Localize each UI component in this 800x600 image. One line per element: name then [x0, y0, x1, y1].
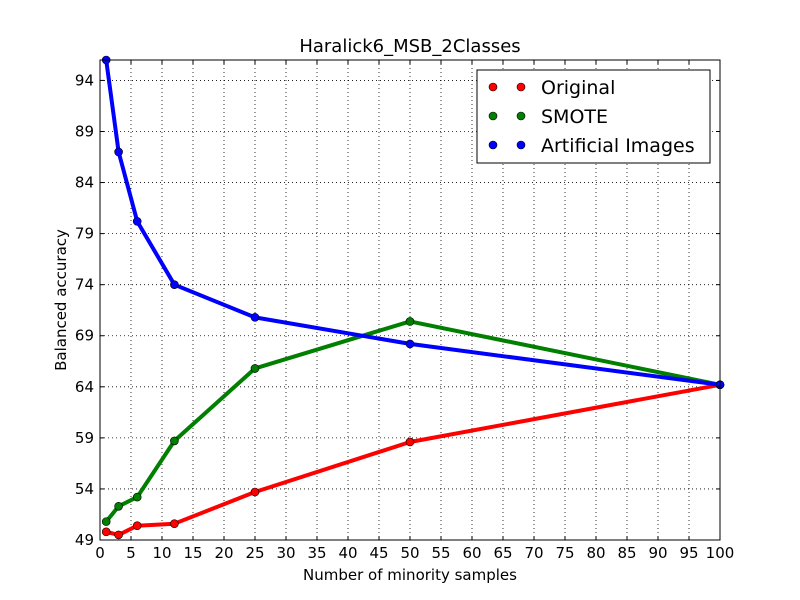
x-tick-label: 90 — [648, 544, 667, 562]
data-point-artificial-images — [170, 280, 179, 289]
data-point-smote — [405, 317, 415, 326]
x-tick-label: 70 — [524, 544, 543, 562]
x-tick-label: 35 — [307, 544, 326, 562]
y-axis-label: Balanced accuracy — [52, 229, 70, 371]
x-tick-label: 65 — [493, 544, 512, 562]
x-tick-label: 5 — [126, 544, 136, 562]
x-tick-label: 75 — [555, 544, 574, 562]
legend-label-smote: SMOTE — [541, 106, 608, 128]
legend-marker-artificial-images — [516, 140, 526, 150]
data-point-artificial-images — [114, 147, 123, 157]
data-point-original — [132, 521, 142, 531]
data-point-artificial-images — [132, 217, 142, 226]
x-tick-label: 50 — [400, 544, 419, 562]
x-tick-label: 85 — [617, 544, 636, 562]
x-tick-label: 100 — [706, 544, 735, 562]
x-tick-label: 25 — [245, 544, 264, 562]
data-point-smote — [170, 436, 179, 446]
x-tick-label: 0 — [95, 544, 105, 562]
data-point-artificial-images — [405, 339, 415, 349]
data-point-original — [114, 530, 123, 540]
x-tick-label: 40 — [338, 544, 357, 562]
y-tick-label: 59 — [75, 429, 94, 447]
legend-label-artificial-images: Artificial Images — [541, 135, 695, 157]
y-tick-label: 94 — [75, 71, 94, 89]
legend-frame — [476, 69, 711, 164]
y-tick-label: 49 — [75, 531, 94, 549]
y-tick-label: 64 — [75, 378, 94, 396]
legend-marker-original — [516, 82, 526, 92]
y-tick-label: 54 — [75, 480, 94, 498]
legend: Original SMOTE Artificial Images — [476, 69, 711, 164]
ticks: 0 5 10 15 20 25 30 35 40 45 50 55 60 65 70 75 80 85 90 95 10… — [75, 60, 734, 562]
data-point-original — [250, 487, 260, 497]
x-tick-label: 80 — [586, 544, 605, 562]
y-tick-label: 79 — [75, 225, 94, 243]
x-tick-label: 60 — [462, 544, 481, 562]
series-layer — [101, 55, 725, 540]
y-tick-label: 84 — [75, 174, 94, 192]
legend-marker-artificial-images — [488, 140, 498, 150]
legend-marker-smote — [516, 111, 526, 121]
y-tick-label: 89 — [75, 122, 94, 140]
data-point-artificial-images — [250, 313, 260, 322]
y-tick-label: 69 — [75, 327, 94, 345]
x-tick-label: 55 — [431, 544, 450, 562]
chart-title: Haralick6_MSB_2Classes — [299, 36, 520, 57]
x-axis-label: Number of minority samples — [303, 566, 517, 584]
data-point-original — [101, 527, 111, 537]
legend-marker-original — [488, 82, 498, 92]
data-point-smote — [250, 364, 260, 373]
data-point-smote — [101, 517, 111, 526]
x-tick-label: 30 — [276, 544, 295, 562]
x-tick-label: 10 — [152, 544, 171, 562]
data-point-smote — [132, 492, 142, 502]
x-tick-label: 15 — [183, 544, 202, 562]
x-tick-label: 20 — [214, 544, 233, 562]
y-tick-label: 74 — [75, 276, 94, 294]
data-point-original — [170, 519, 179, 528]
x-tick-label: 45 — [369, 544, 388, 562]
x-tick-label: 95 — [679, 544, 698, 562]
legend-marker-smote — [488, 111, 498, 121]
data-point-original — [405, 437, 415, 447]
legend-label-original: Original — [541, 77, 615, 99]
data-point-smote — [114, 501, 123, 511]
